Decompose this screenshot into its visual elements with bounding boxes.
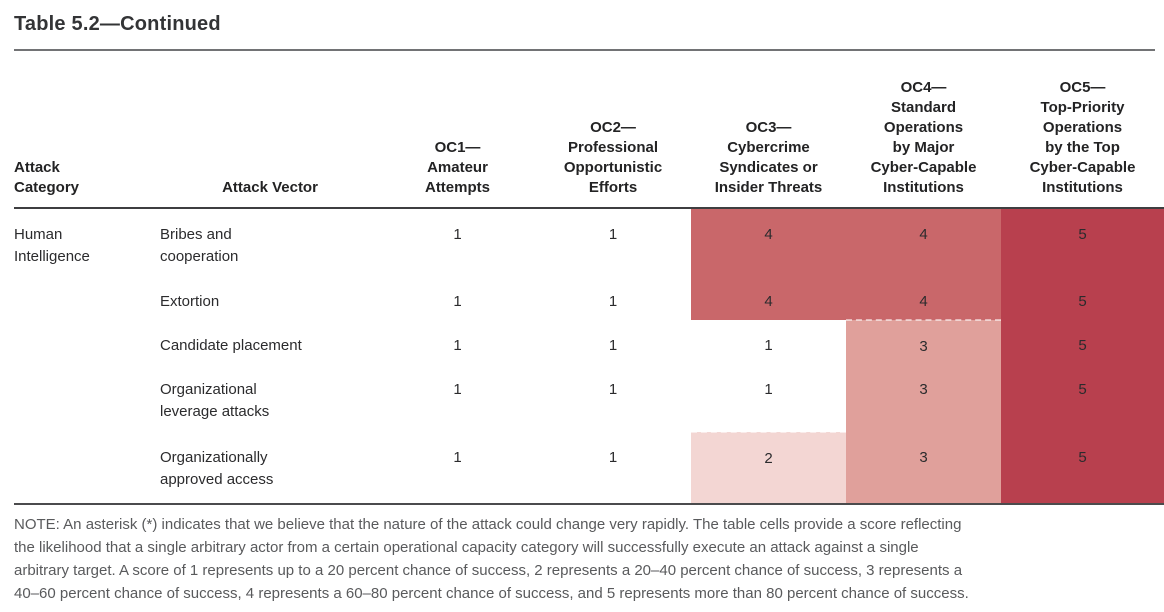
attack-vector-cell: Candidate placement <box>160 337 302 354</box>
table-note: NOTE: An asterisk (*) indicates that we … <box>14 516 969 602</box>
attack-category-cell <box>14 320 160 364</box>
table-title: Table 5.2—Continued <box>14 13 221 35</box>
score-cell-oc2: 1 <box>535 432 691 505</box>
score-cell-oc2: 1 <box>535 364 691 432</box>
score-cell-oc4: 4 <box>846 208 1001 276</box>
attack-category-cell <box>14 276 160 320</box>
score-cell-oc5: 5 <box>1001 320 1164 364</box>
attack-vector-cell: Bribes and cooperation <box>160 226 239 265</box>
score-cell-oc5: 5 <box>1001 208 1164 276</box>
score-cell-oc3: 1 <box>691 320 846 364</box>
score-cell-oc5: 5 <box>1001 432 1164 505</box>
score-cell-oc1: 1 <box>380 208 535 276</box>
table-row: Candidate placement 1 1 1 3 5 <box>14 319 1164 364</box>
score-cell-oc4: 3 <box>846 319 1001 364</box>
score-cell-oc3: 4 <box>691 276 846 320</box>
score-cell-oc1: 1 <box>380 320 535 364</box>
score-cell-oc5: 5 <box>1001 364 1164 432</box>
col-header-oc2: OC2— Professional Opportunistic Efforts <box>535 51 691 209</box>
attack-vector-cell: Organizational leverage attacks <box>160 381 270 420</box>
score-cell-oc2: 1 <box>535 320 691 364</box>
col-header-oc3: OC3— Cybercrime Syndicates or Insider Th… <box>691 51 846 209</box>
col-header-oc5: OC5— Top-Priority Operations by the Top … <box>1001 51 1164 209</box>
table-row: Organizationally approved access 1 1 2 3… <box>14 431 1164 505</box>
col-header-attack-vector: Attack Vector <box>160 51 380 209</box>
attack-category-cell <box>14 364 160 432</box>
likelihood-score-table: Attack Category Attack Vector OC1— Amate… <box>14 51 1164 505</box>
table-row: Extortion 1 1 4 4 5 <box>14 276 1164 320</box>
score-cell-oc1: 1 <box>380 276 535 320</box>
score-cell-oc3: 4 <box>691 208 846 276</box>
score-cell-oc4: 4 <box>846 276 1001 320</box>
table-row: Organizational leverage attacks 1 1 1 3 … <box>14 364 1164 432</box>
attack-vector-cell: Organizationally approved access <box>160 432 380 505</box>
attack-category-cell: Human Intelligence <box>14 226 90 265</box>
score-cell-oc2: 1 <box>535 276 691 320</box>
score-cell-oc1: 1 <box>380 364 535 432</box>
col-header-oc4: OC4— Standard Operations by Major Cyber-… <box>846 51 1001 209</box>
score-cell-oc3: 2 <box>691 431 846 505</box>
title-rule <box>14 49 1155 51</box>
score-cell-oc2: 1 <box>535 208 691 276</box>
score-cell-oc4: 3 <box>846 432 1001 505</box>
score-cell-oc3: 1 <box>691 364 846 432</box>
attack-category-cell <box>14 432 160 505</box>
header-row: Attack Category Attack Vector OC1— Amate… <box>14 51 1164 209</box>
score-cell-oc5: 5 <box>1001 276 1164 320</box>
table-row: Human Intelligence Bribes and cooperatio… <box>14 208 1164 276</box>
col-header-attack-category: Attack Category <box>14 51 160 209</box>
col-header-oc1: OC1— Amateur Attempts <box>380 51 535 209</box>
attack-vector-cell: Extortion <box>160 293 220 310</box>
score-cell-oc1: 1 <box>380 432 535 505</box>
score-cell-oc4: 3 <box>846 364 1001 432</box>
